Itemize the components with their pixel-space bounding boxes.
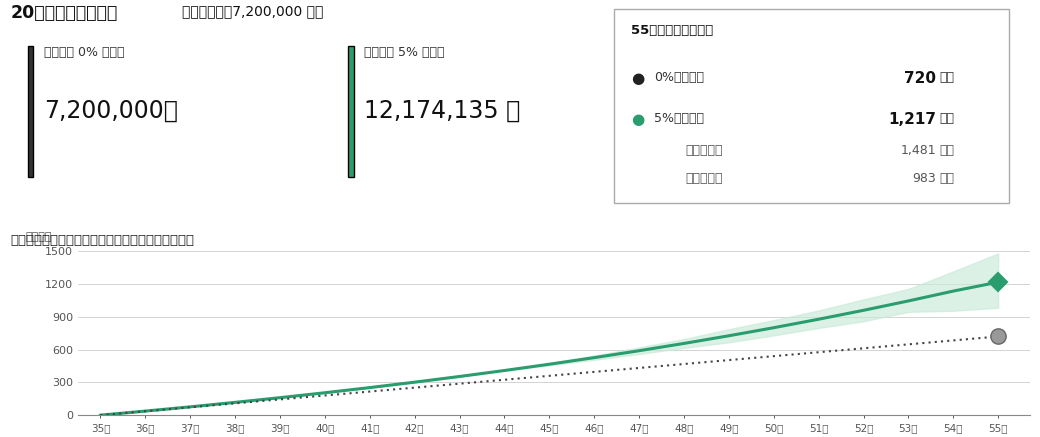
Text: 12,174,135 円: 12,174,135 円 <box>364 98 520 122</box>
Text: 20年後の積立資産額: 20年後の積立資産額 <box>10 4 118 22</box>
Text: 7,200,000円: 7,200,000円 <box>44 98 178 122</box>
Text: 年利回り 0% の場合: 年利回り 0% の場合 <box>44 46 124 59</box>
Text: 万円: 万円 <box>939 71 954 84</box>
Text: （下限）：: （下限）： <box>685 172 723 185</box>
Text: （投資元本：7,200,000 円）: （投資元本：7,200,000 円） <box>182 4 323 18</box>
Text: 55歳時の積立資産額: 55歳時の積立資産額 <box>631 24 713 37</box>
Text: ●: ● <box>631 71 645 86</box>
Text: 1,217: 1,217 <box>888 112 936 127</box>
Text: 0%の場合：: 0%の場合： <box>654 71 704 84</box>
Text: 1,481: 1,481 <box>901 144 936 156</box>
Text: 万円: 万円 <box>939 172 954 185</box>
Text: 5%の場合：: 5%の場合： <box>654 112 704 125</box>
Text: 720: 720 <box>904 71 936 86</box>
Text: （上限）：: （上限）： <box>685 144 723 156</box>
Text: ●: ● <box>631 112 645 127</box>
Text: 資産額の推移（資産タイプ：株式・債券バランス）: 資産額の推移（資産タイプ：株式・債券バランス） <box>10 234 194 247</box>
Text: 万円: 万円 <box>939 144 954 156</box>
Text: （万円）: （万円） <box>26 232 52 242</box>
Text: 983: 983 <box>912 172 936 185</box>
Text: 年利回り 5% の場合: 年利回り 5% の場合 <box>364 46 444 59</box>
Text: 万円: 万円 <box>939 112 954 125</box>
